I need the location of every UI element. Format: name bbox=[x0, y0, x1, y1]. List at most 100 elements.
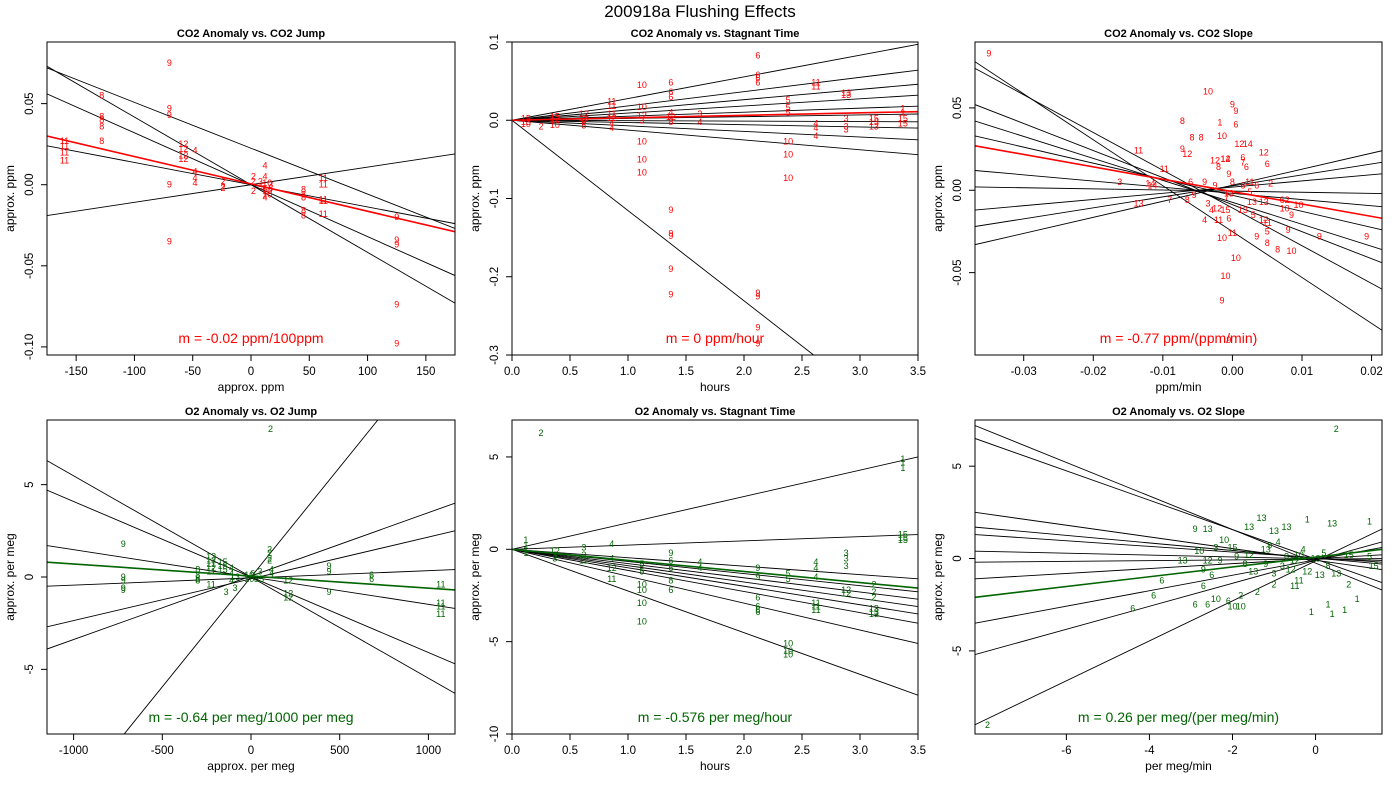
slope-annotation: m = 0.26 per meg/(per meg/min) bbox=[1078, 709, 1279, 725]
data-point: 10 bbox=[244, 570, 254, 580]
data-point: 11 bbox=[811, 605, 820, 615]
data-point: 6 bbox=[1205, 600, 1210, 610]
data-point: 9 bbox=[1213, 180, 1218, 190]
data-point: 4 bbox=[609, 123, 614, 133]
data-point: 1 bbox=[900, 104, 905, 114]
data-point: 4 bbox=[609, 539, 614, 549]
data-point: 3 bbox=[224, 587, 229, 597]
fit-line bbox=[123, 420, 379, 734]
data-point: 9 bbox=[668, 205, 673, 215]
y-tick-label: -5 bbox=[24, 664, 36, 674]
data-point: 15 bbox=[218, 565, 228, 575]
y-tick-label: 0.0 bbox=[489, 112, 501, 128]
data-point: 8 bbox=[195, 576, 200, 586]
data-point: 5 bbox=[1251, 210, 1256, 220]
plot-frame bbox=[974, 419, 1383, 735]
data-point: 2 bbox=[538, 122, 543, 132]
overall-fit-line bbox=[975, 548, 1382, 599]
x-tick-label: 3.0 bbox=[852, 745, 868, 757]
data-point: 11 bbox=[319, 194, 328, 204]
fit-line bbox=[512, 105, 918, 121]
data-point: 6 bbox=[1226, 596, 1231, 606]
data-point: 13 bbox=[206, 555, 216, 565]
data-point: 13 bbox=[841, 90, 851, 100]
data-point: 9 bbox=[121, 583, 126, 593]
data-point: 2 bbox=[1255, 587, 1260, 597]
fit-line bbox=[975, 541, 1382, 656]
data-point: 5 bbox=[259, 574, 264, 584]
data-point: 6 bbox=[755, 602, 760, 612]
data-point: 8 bbox=[99, 115, 104, 125]
fit-line bbox=[47, 67, 455, 229]
data-point: 9 bbox=[755, 291, 760, 301]
data-point: 1 bbox=[1342, 605, 1347, 615]
fit-line bbox=[47, 530, 455, 628]
data-point: 11 bbox=[1290, 581, 1299, 591]
data-point: 10 bbox=[1227, 602, 1237, 612]
data-point: 11 bbox=[607, 109, 616, 119]
y-axis-label: approx. per meg bbox=[931, 533, 945, 620]
x-tick-label: 1.0 bbox=[620, 366, 636, 378]
data-point: 5 bbox=[639, 566, 644, 576]
y-tick-label: 0.05 bbox=[952, 97, 964, 119]
data-point: 6 bbox=[369, 574, 374, 584]
data-point: 15 bbox=[898, 533, 908, 543]
data-point: 4 bbox=[229, 576, 234, 586]
data-point: 9 bbox=[167, 103, 172, 113]
data-point: 12 bbox=[178, 154, 188, 164]
x-tick-label: 0.0 bbox=[504, 366, 520, 378]
data-point: 15 bbox=[218, 561, 228, 571]
data-point: 15 bbox=[898, 530, 908, 540]
data-point: 3 bbox=[1213, 542, 1218, 552]
data-point: 10 bbox=[1294, 200, 1304, 210]
data-point: 6 bbox=[1130, 603, 1135, 613]
panel-title: O2 Anomaly vs. Stagnant Time bbox=[635, 406, 796, 418]
data-point: 3 bbox=[639, 115, 644, 125]
fit-line bbox=[512, 119, 918, 129]
data-point: 3 bbox=[268, 180, 273, 190]
data-point: 3 bbox=[1272, 568, 1277, 578]
data-point: 15 bbox=[1369, 561, 1379, 571]
fit-line bbox=[975, 135, 1382, 231]
data-point: 12 bbox=[1286, 565, 1296, 575]
data-point: 12 bbox=[1210, 156, 1220, 166]
data-point: 12 bbox=[178, 139, 188, 149]
data-point: 11 bbox=[60, 141, 69, 151]
data-point: 11 bbox=[60, 155, 69, 165]
data-point: 8 bbox=[1284, 552, 1289, 562]
data-point: 2 bbox=[1346, 579, 1351, 589]
data-point: 11 bbox=[1245, 177, 1254, 187]
data-point: 12 bbox=[550, 546, 560, 556]
data-point: 14 bbox=[1220, 154, 1230, 164]
x-tick-label: -100 bbox=[123, 366, 146, 378]
x-tick-label: 3.5 bbox=[910, 366, 926, 378]
data-point: 10 bbox=[521, 119, 531, 129]
data-point: 4 bbox=[813, 131, 818, 141]
y-tick-label: 5 bbox=[24, 481, 36, 487]
data-point: 5 bbox=[581, 121, 586, 131]
data-point: 3 bbox=[844, 125, 849, 135]
data-point: 10 bbox=[262, 189, 272, 199]
data-point: 2 bbox=[268, 424, 273, 434]
data-point: 9 bbox=[327, 566, 332, 576]
slope-annotation: m = 0 ppm/hour bbox=[666, 330, 765, 346]
data-point: 9 bbox=[1289, 210, 1294, 220]
fit-line bbox=[512, 548, 918, 607]
data-point: 14 bbox=[1243, 139, 1253, 149]
data-point: 13 bbox=[1247, 197, 1257, 207]
x-tick-label: 2.0 bbox=[736, 366, 752, 378]
fit-line bbox=[975, 61, 1382, 331]
data-point: 12 bbox=[206, 563, 216, 573]
y-tick-label: 0.00 bbox=[952, 179, 964, 201]
data-point: 2 bbox=[1268, 179, 1273, 189]
data-point: 12 bbox=[637, 111, 647, 121]
data-point: 9 bbox=[755, 572, 760, 582]
data-point: 6 bbox=[1151, 590, 1156, 600]
data-point: 10 bbox=[1217, 131, 1227, 141]
data-point: 15 bbox=[898, 118, 908, 128]
x-tick-label: -1000 bbox=[59, 745, 88, 757]
data-point: 12 bbox=[1259, 215, 1269, 225]
plot-frame bbox=[511, 41, 919, 356]
data-point: 12 bbox=[283, 592, 293, 602]
